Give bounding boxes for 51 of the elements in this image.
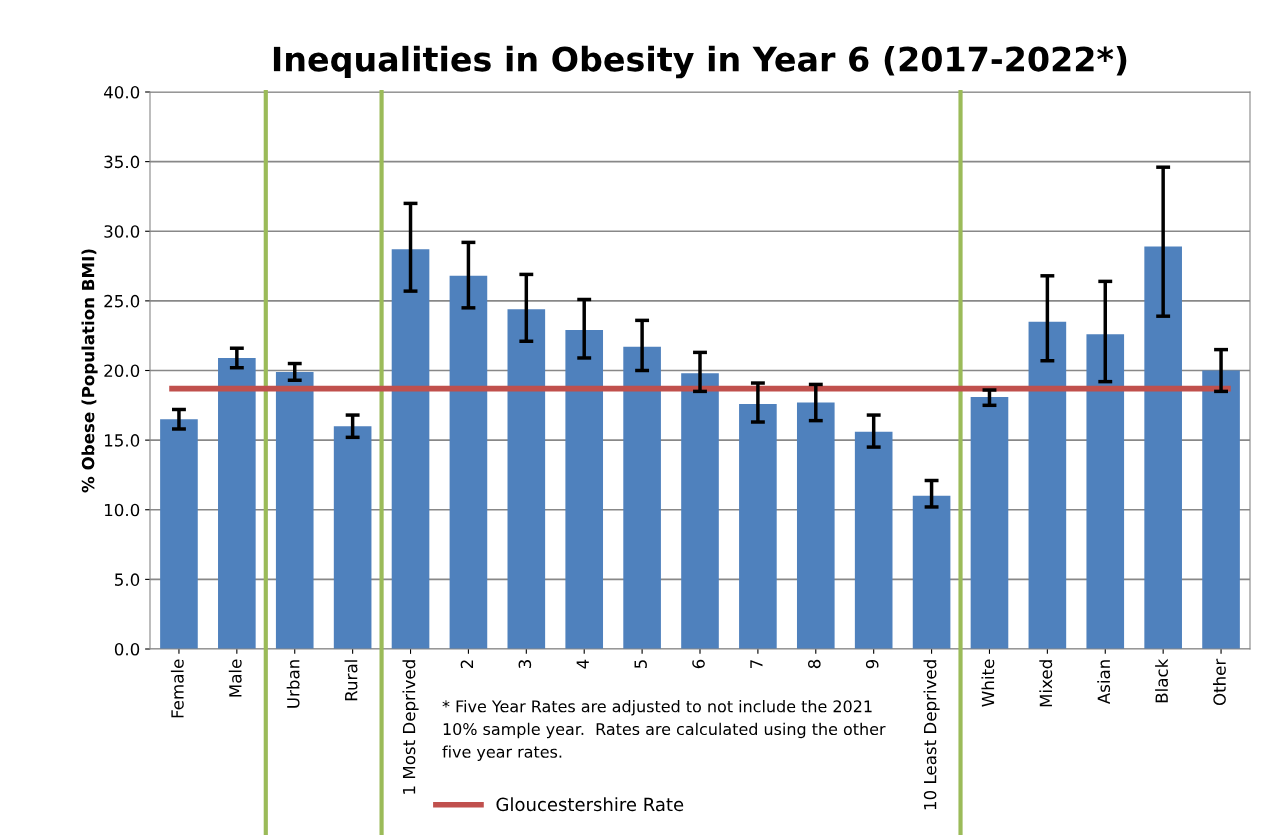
bar (218, 357, 256, 649)
y-tick-label: 5.0 (115, 573, 140, 586)
bar (449, 275, 488, 649)
x-tick-label: White (981, 659, 995, 707)
x-tick-label: 9 (865, 659, 879, 669)
bar (160, 419, 198, 649)
bar (1202, 370, 1240, 649)
y-axis-title: % Obese (Population BMI) (81, 249, 98, 493)
bar (1028, 321, 1067, 649)
bar (681, 373, 719, 649)
x-tick-label: Urban (286, 660, 300, 708)
x-tick-label: 7 (750, 660, 763, 668)
y-tick-label: 40.0 (103, 85, 140, 99)
x-tick-label: Mixed (1039, 660, 1053, 707)
chart-title: Inequalities in Obesity in Year 6 (2017-2022*) (273, 45, 1127, 79)
x-tick-label: 5 (634, 660, 647, 669)
y-tick-label: 20.0 (104, 364, 140, 378)
bar (912, 495, 951, 649)
y-tick-label: 15.0 (105, 434, 140, 447)
y-tick-label: 35.0 (104, 155, 140, 169)
x-tick-label: Female (170, 659, 184, 718)
bar (565, 330, 604, 649)
legend-label: Gloucestershire Rate (496, 797, 684, 812)
x-tick-label: 6 (692, 659, 705, 669)
bar (970, 396, 1009, 649)
x-tick-label: 4 (576, 659, 589, 669)
y-tick-label: 10.0 (105, 503, 140, 517)
y-tick-label: 0.0 (114, 642, 140, 656)
x-tick-label: Male (228, 659, 242, 697)
x-tick-label: 10 Least Deprived (923, 660, 940, 810)
bar (739, 403, 777, 649)
bar (1086, 334, 1125, 649)
x-tick-label: Rural (344, 660, 358, 701)
text: * Five Year Rates are adjusted to not include the 2021 10% sample year. Rates are calculated using the other five year rates. (442, 700, 886, 761)
bar (507, 309, 546, 649)
bar (333, 426, 372, 649)
y-tick-label: 30.0 (104, 225, 140, 238)
x-tick-label: Other (1212, 658, 1226, 706)
bar (796, 402, 835, 649)
x-tick-label: 1 Most Deprived (402, 660, 419, 794)
x-tick-label: 8 (808, 659, 821, 669)
x-tick-label: 2 (460, 660, 474, 669)
x-tick-label: Asian (1097, 660, 1111, 705)
bar (854, 431, 893, 649)
x-tick-label: 3 (518, 660, 532, 669)
bar (275, 371, 314, 649)
x-tick-label: Black (1155, 658, 1168, 703)
bar (1144, 246, 1182, 649)
bar (391, 249, 430, 649)
y-tick-label: 25.0 (104, 294, 140, 308)
bar (623, 346, 661, 649)
